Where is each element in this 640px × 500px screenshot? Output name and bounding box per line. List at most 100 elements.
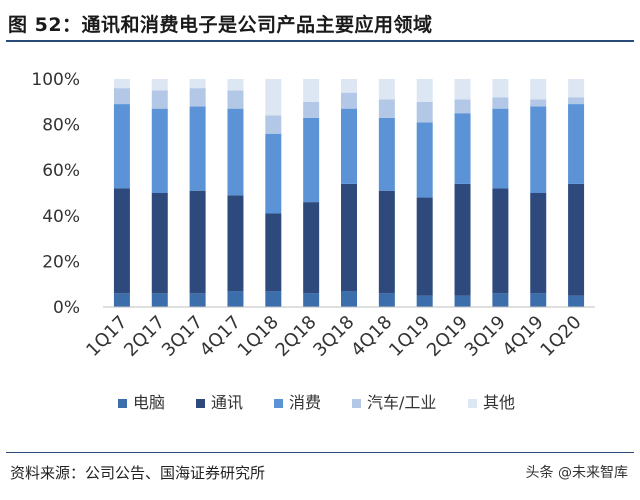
bar-segment-4Q18-s4 [378, 79, 395, 100]
bar-segment-1Q18-s1 [265, 213, 282, 292]
bar-segment-1Q17-s1 [113, 188, 130, 294]
bar-segment-3Q19-s3 [492, 97, 509, 109]
y-tick-label: 100% [31, 70, 80, 90]
legend-label: 电脑 [133, 393, 165, 412]
bar-segment-3Q18-s4 [341, 79, 357, 93]
bar-segment-2Q19-s3 [454, 99, 471, 114]
x-tick-label: 3Q18 [309, 312, 358, 361]
legend-item: 其他 [468, 393, 515, 412]
bar-segment-3Q17-s2 [189, 106, 206, 191]
bar-segment-4Q19-s2 [530, 106, 547, 193]
x-tick-label: 4Q17 [196, 312, 245, 361]
bar-segment-3Q17-s1 [189, 190, 206, 294]
bar-segment-3Q17-s0 [189, 293, 206, 307]
bar-segment-1Q20-s3 [568, 97, 585, 105]
bar-segment-1Q18-s3 [265, 115, 282, 134]
bar-segment-3Q18-s0 [341, 291, 357, 307]
stacked-bar-chart: 0%20%40%60%80%100% 1Q172Q173Q174Q171Q182… [31, 70, 595, 412]
legend-item: 汽车/工业 [352, 393, 436, 412]
x-tick-label: 2Q19 [423, 312, 472, 361]
bar-segment-1Q19-s4 [416, 79, 433, 102]
x-tick-label: 4Q18 [347, 312, 396, 361]
bar-segment-1Q19-s0 [416, 295, 433, 307]
y-tick-label: 20% [42, 252, 80, 272]
x-tick-label: 1Q18 [234, 312, 283, 361]
bar-segment-4Q18-s1 [378, 190, 395, 294]
bar-segment-3Q17-s3 [189, 88, 206, 107]
bar-segment-4Q19-s4 [530, 79, 547, 100]
bar-segment-2Q17-s1 [151, 193, 168, 294]
legend-item: 电脑 [118, 393, 165, 412]
source-note: 资料来源：公司公告、国海证券研究所 [10, 464, 266, 482]
bar-segment-2Q17-s0 [151, 293, 168, 307]
legend-swatch [352, 399, 361, 408]
bar-segment-4Q18-s0 [378, 293, 395, 307]
bar-stack-3Q17 [189, 79, 206, 307]
bar-segment-2Q19-s1 [454, 183, 471, 296]
y-axis: 0% 20% 40% 60% 80% 100% [31, 70, 80, 318]
x-tick-label: 4Q19 [499, 312, 548, 361]
x-axis: 1Q172Q173Q174Q171Q182Q183Q184Q181Q192Q19… [82, 306, 595, 361]
bar-segment-4Q19-s1 [530, 193, 547, 294]
bar-segment-3Q18-s3 [341, 92, 357, 109]
bar-segment-2Q19-s2 [454, 113, 471, 184]
bar-segment-1Q18-s2 [265, 133, 282, 214]
bar-stack-2Q18 [303, 79, 320, 307]
bar-segment-3Q19-s4 [492, 79, 509, 98]
x-tick-label: 3Q17 [158, 312, 207, 361]
y-tick-label: 40% [42, 207, 80, 227]
bar-stack-1Q19 [416, 79, 433, 307]
bar-segment-1Q17-s3 [113, 88, 130, 105]
bar-segment-4Q17-s1 [227, 195, 244, 292]
bar-stack-2Q19 [454, 79, 471, 307]
y-tick-label: 80% [42, 116, 80, 136]
legend-swatch [468, 399, 477, 408]
legend: 电脑 通讯 消费 汽车/工业 其他 [118, 393, 515, 412]
bar-segment-1Q20-s2 [568, 104, 585, 184]
plot-area [113, 79, 585, 307]
bar-stack-4Q19 [530, 79, 547, 307]
legend-item: 消费 [274, 393, 321, 412]
bar-segment-4Q19-s3 [530, 99, 547, 107]
legend-label: 消费 [289, 393, 321, 412]
bar-segment-2Q19-s0 [454, 295, 471, 307]
bar-segment-2Q18-s1 [303, 202, 320, 294]
x-tick-label: 1Q17 [82, 312, 131, 361]
x-tick-label: 1Q20 [536, 312, 585, 361]
x-tick-label: 2Q18 [272, 312, 321, 361]
x-tick-label: 1Q19 [385, 312, 434, 361]
legend-label: 汽车/工业 [367, 393, 436, 412]
bar-segment-3Q19-s2 [492, 108, 509, 189]
legend-swatch [118, 399, 127, 408]
bar-segment-3Q19-s0 [492, 293, 509, 307]
legend-swatch [196, 399, 205, 408]
figure-title: 图 52：通讯和消费电子是公司产品主要应用领域 [8, 14, 433, 36]
bar-segment-1Q19-s2 [416, 122, 433, 198]
bar-segment-1Q17-s0 [113, 293, 130, 307]
legend-item: 通讯 [196, 393, 243, 412]
bar-segment-2Q17-s3 [151, 90, 168, 109]
bar-segment-4Q18-s3 [378, 99, 395, 118]
bar-segment-3Q18-s2 [341, 108, 357, 184]
bar-segment-1Q17-s4 [113, 79, 130, 89]
bar-segment-2Q19-s4 [454, 79, 471, 100]
figure-header: 图 52：通讯和消费电子是公司产品主要应用领域 [0, 0, 640, 42]
bar-stack-1Q17 [113, 79, 130, 307]
bar-segment-1Q19-s1 [416, 197, 433, 296]
bar-stack-4Q18 [378, 79, 395, 307]
x-tick-label: 3Q19 [461, 312, 510, 361]
legend-label: 通讯 [211, 393, 243, 412]
bar-segment-4Q17-s2 [227, 108, 244, 196]
bar-segment-2Q17-s2 [151, 108, 168, 193]
bar-stack-1Q20 [568, 79, 585, 307]
legend-label: 其他 [483, 393, 515, 412]
watermark-text: 头条 @未来智库 [525, 465, 628, 481]
bar-segment-2Q18-s0 [303, 293, 320, 307]
bar-segment-4Q17-s0 [227, 291, 244, 307]
bar-segment-1Q20-s0 [568, 295, 585, 307]
x-tick-label: 2Q17 [120, 312, 169, 361]
bar-segment-4Q17-s4 [227, 79, 244, 91]
legend-swatch [274, 399, 283, 408]
bar-segment-2Q18-s3 [303, 101, 320, 118]
y-tick-label: 0% [53, 298, 80, 318]
